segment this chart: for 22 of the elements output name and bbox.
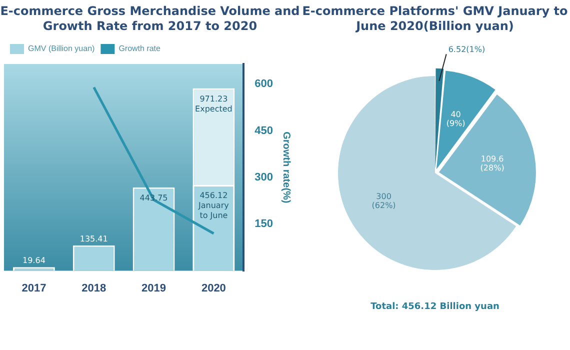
data-label: 135.41 — [80, 234, 108, 244]
y2-tick-label: 600 — [254, 78, 274, 90]
data-label: 300 (62%) — [372, 192, 396, 210]
legend-label: GMV (Billion yuan) — [28, 44, 96, 54]
y2-tick-label: 150 — [254, 218, 274, 230]
data-label: 19.64 — [22, 256, 46, 266]
y2-tick-label: 450 — [254, 124, 274, 137]
x-tick-label: 2020 — [201, 282, 226, 294]
data-label: 40 (9%) — [446, 110, 466, 128]
chart-title: E-commerce Platforms' GMV January to June 2020(Billion yuan) — [301, 3, 569, 35]
data-label: 6.52(1%) — [448, 45, 486, 54]
x-tick-label: 2019 — [142, 282, 166, 294]
data-label: 456.12 January to June — [198, 191, 230, 220]
x-tick-label: 2018 — [82, 282, 106, 294]
data-label: 971.23 Expected — [195, 94, 232, 114]
chart-title: E-commerce Gross Merchandise Volume and Growth Rate from 2017 to 2020 — [0, 3, 300, 35]
y2-axis-title: Growth rate(%) — [280, 132, 292, 204]
y2-tick-label: 300 — [254, 172, 274, 184]
data-label: 109.6 (28%) — [480, 154, 504, 172]
text: Total: 456.12 Billion yuan — [370, 302, 500, 312]
legend-label: Growth rate — [118, 44, 162, 54]
x-tick-label: 2017 — [22, 282, 46, 294]
